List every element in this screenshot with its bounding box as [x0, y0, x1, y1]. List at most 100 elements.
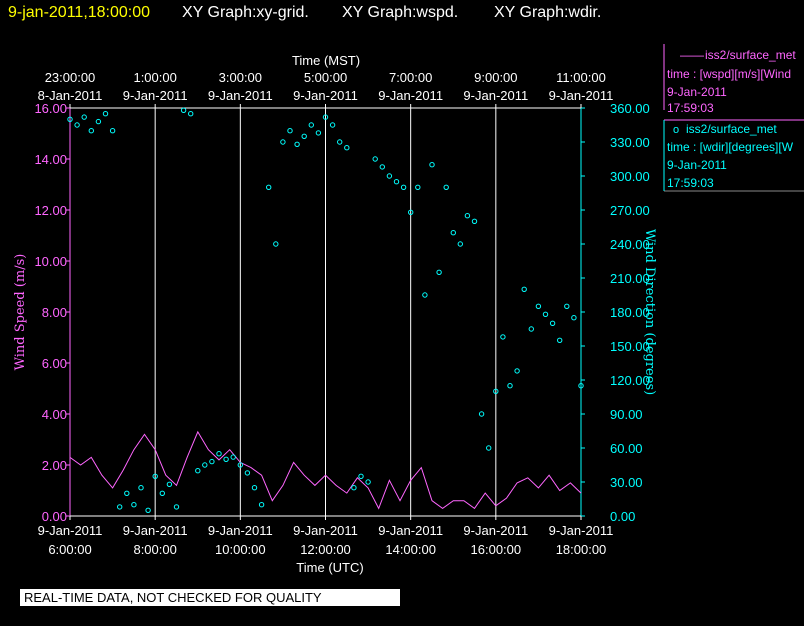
left-tick-label: 12.00 [34, 203, 67, 218]
wind-direction-point [564, 303, 570, 309]
legend-speed-field: time : [wspd][m/s][Wind [667, 67, 791, 81]
right-tick-label: 150.00 [610, 339, 650, 354]
wind-direction-point [180, 107, 187, 114]
wind-direction-point [195, 468, 201, 474]
legend-dir-date: 9-Jan-2011 [667, 158, 727, 172]
bottom-tick-date: 9-Jan-2011 [38, 523, 103, 538]
right-tick-label: 330.00 [610, 135, 650, 150]
wind-direction-point [188, 111, 194, 117]
bottom-tick-date: 9-Jan-2011 [549, 523, 614, 538]
right-tick-label: 300.00 [610, 169, 650, 184]
right-tick-label: 270.00 [610, 203, 650, 218]
wind-direction-point [464, 213, 471, 219]
left-axis-label: Wind Speed (m/s) [13, 254, 28, 371]
wind-direction-point [507, 383, 513, 389]
right-axis-label: Wind Direction (degrees) [642, 229, 657, 395]
wind-direction-point [457, 241, 463, 247]
wind-direction-point [209, 458, 215, 465]
top-tick-time: 3:00:00 [219, 70, 262, 85]
wind-direction-point [372, 156, 378, 162]
left-tick-label: 14.00 [34, 152, 67, 167]
left-tick-label: 16.00 [34, 101, 67, 116]
legend-dir-marker: o [673, 124, 679, 136]
wind-direction-point [131, 502, 137, 508]
wind-direction-point [166, 481, 173, 487]
wind-direction-point [294, 141, 300, 148]
wind-direction-point [535, 303, 542, 309]
wind-direction-point [422, 292, 428, 298]
top-tick-time: 5:00:00 [304, 70, 347, 85]
wind-direction-point [486, 445, 492, 451]
right-tick-label: 360.00 [610, 101, 650, 116]
wind-speed-line [69, 430, 582, 510]
legend-speed-marker: —— [680, 48, 704, 62]
wind-direction-point [542, 311, 549, 317]
wind-direction-point [351, 485, 357, 491]
left-tick-label: 10.00 [34, 254, 67, 269]
wind-direction-point [415, 184, 421, 191]
left-tick-label: 8.00 [42, 305, 67, 320]
top-tick-date: 9-Jan-2011 [549, 88, 614, 103]
header-title-grid: XY Graph:xy-grid. [182, 4, 309, 21]
wind-direction-point [287, 128, 293, 134]
top-tick-date: 9-Jan-2011 [378, 88, 443, 103]
right-tick-label: 30.00 [610, 475, 643, 490]
left-tick-label: 2.00 [42, 458, 67, 473]
wind-direction-point [322, 114, 329, 120]
wind-direction-point [471, 218, 478, 225]
wind-direction-point [202, 462, 208, 468]
wind-direction-point [88, 128, 95, 134]
wind-direction-point [67, 116, 73, 123]
bottom-axis-label: Time (UTC) [296, 560, 363, 575]
legend-speed-source: iss2/surface_met [705, 48, 796, 62]
right-tick-label: 240.00 [610, 237, 650, 252]
legend-dir-field: time : [wdir][degrees][W [667, 140, 794, 154]
wind-direction-point [365, 479, 371, 485]
top-tick-date: 9-Jan-2011 [123, 88, 188, 103]
quality-notice: REAL-TIME DATA, NOT CHECKED FOR QUALITY [20, 589, 400, 606]
wind-direction-point [301, 133, 307, 140]
top-tick-date: 9-Jan-2011 [208, 88, 273, 103]
top-tick-date: 9-Jan-2011 [293, 88, 358, 103]
right-tick-label: 90.00 [610, 407, 643, 422]
wind-direction-point [315, 130, 322, 136]
wind-direction-point [450, 230, 456, 236]
wind-direction-point [258, 502, 265, 508]
right-tick-label: 60.00 [610, 441, 643, 456]
wind-direction-point [493, 388, 499, 394]
wind-direction-point [358, 473, 364, 479]
legend: —— iss2/surface_met time : [wspd][m/s][W… [663, 44, 804, 192]
wind-direction-point [280, 139, 286, 145]
right-tick-label: 180.00 [610, 305, 650, 320]
right-tick-label: 120.00 [610, 373, 650, 388]
wind-direction-point [386, 173, 393, 179]
bottom-tick-time: 18:00:00 [556, 542, 607, 557]
wind-direction-point [578, 383, 584, 389]
bottom-tick-time: 8:00:00 [133, 542, 176, 557]
wind-direction-point [478, 411, 485, 417]
left-tick-label: 4.00 [42, 407, 67, 422]
top-tick-time: 9:00:00 [474, 70, 517, 85]
wind-direction-point [514, 368, 520, 374]
wind-direction-point [443, 184, 449, 191]
wind-direction-point [223, 456, 229, 462]
bottom-tick-date: 9-Jan-2011 [123, 523, 188, 538]
wind-direction-point [152, 473, 158, 479]
top-tick-time: 11:00:00 [556, 70, 606, 85]
wind-direction-point [429, 162, 435, 168]
bottom-tick-time: 16:00:00 [471, 542, 522, 557]
wind-direction-point [216, 451, 222, 457]
wind-direction-point [95, 118, 102, 125]
top-axis-label: Time (MST) [292, 53, 360, 68]
wind-direction-point [557, 337, 563, 343]
bottom-tick-date: 9-Jan-2011 [293, 523, 358, 538]
wind-direction-point [244, 470, 251, 476]
wind-direction-point [266, 184, 272, 191]
legend-speed-time: 17:59:03 [667, 101, 714, 115]
wind-direction-point [408, 209, 414, 216]
top-tick-time: 23:00:00 [45, 70, 96, 85]
top-tick-time: 1:00:00 [133, 70, 176, 85]
header-timestamp: 9-jan-2011,18:00:00 [8, 4, 150, 21]
wind-direction-point [138, 485, 144, 491]
wind-direction-point [571, 315, 577, 321]
